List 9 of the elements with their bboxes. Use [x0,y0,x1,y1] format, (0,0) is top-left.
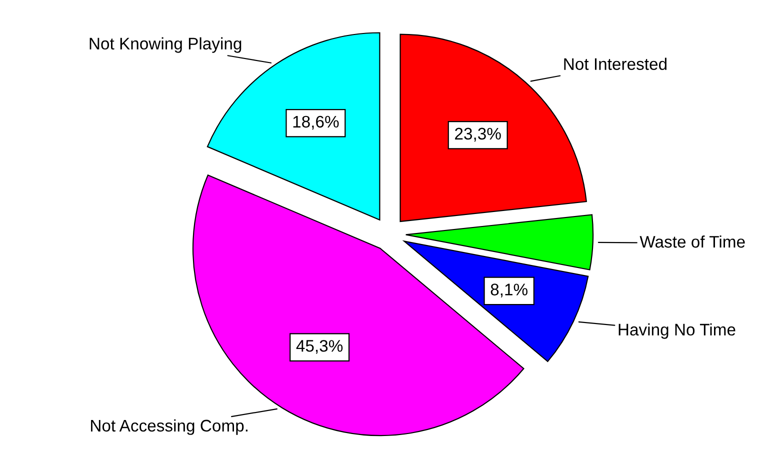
slice-label: Not Knowing Playing [90,37,242,53]
slice-label: Having No Time [618,323,736,339]
data-label: 8,1% [490,284,528,298]
slice-label: Not Accessing Comp. [91,419,248,435]
legend-label: Waste of Time [640,235,745,248]
data-label: 18,6% [293,116,339,130]
slice-label: Not Interested [564,58,666,70]
data-label: 45,3% [296,340,343,354]
data-label: 23,3% [455,128,501,142]
